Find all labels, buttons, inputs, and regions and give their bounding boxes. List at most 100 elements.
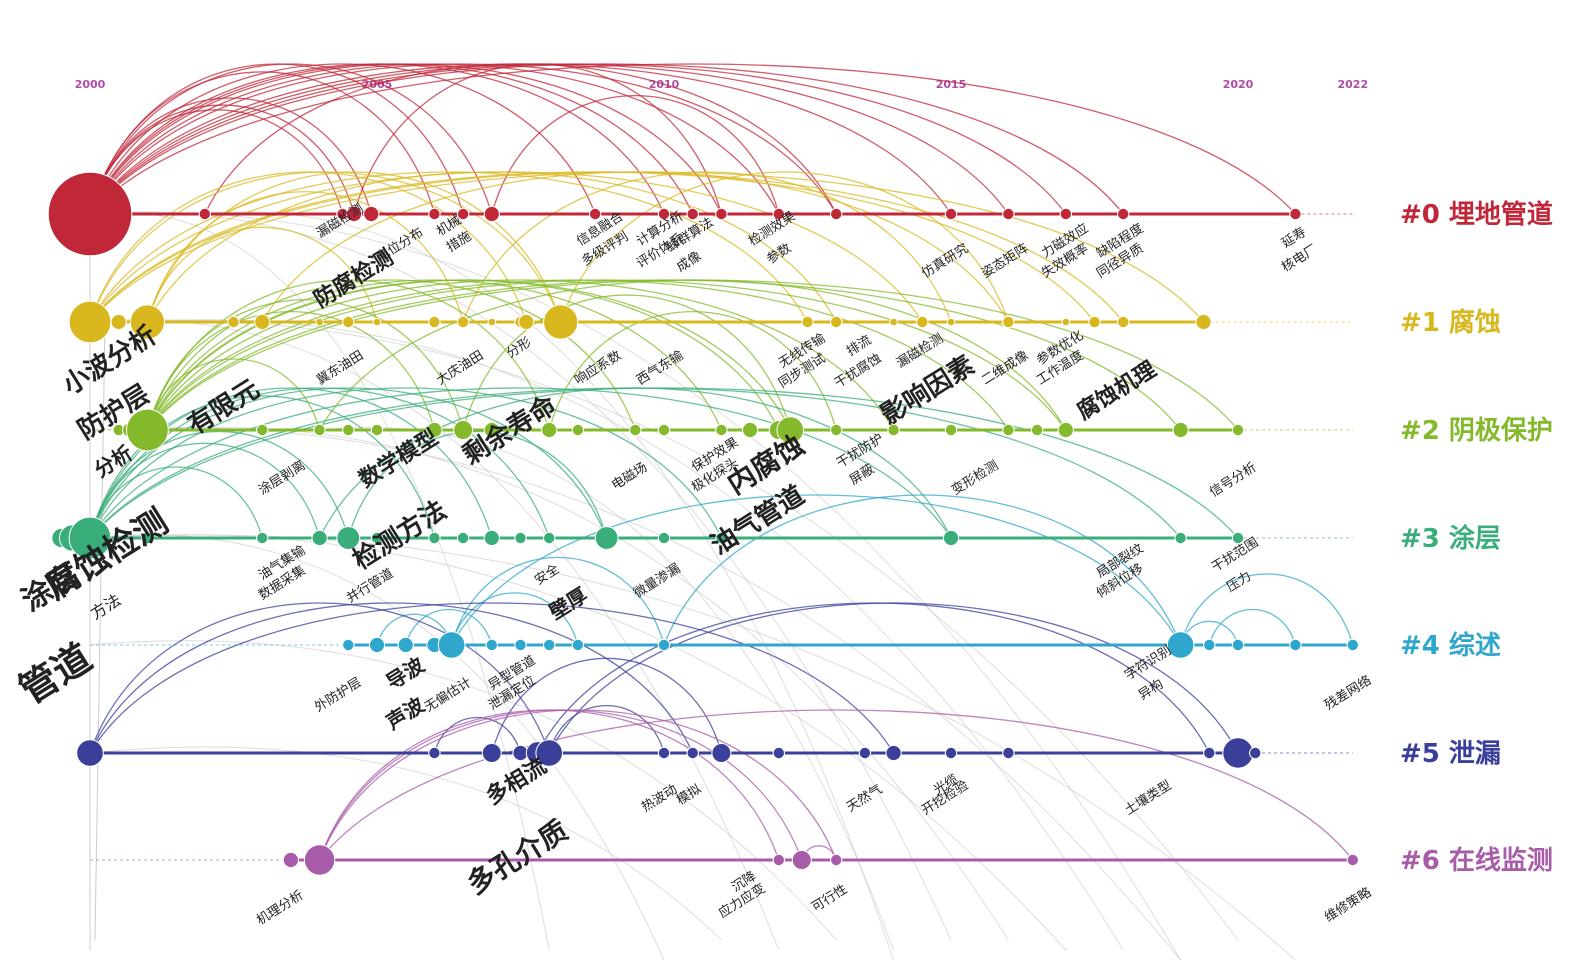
keyword-node (772, 207, 785, 221)
keyword-node (946, 317, 956, 327)
keyword-node (657, 638, 671, 652)
keyword-node (657, 423, 671, 437)
cluster-link-arc (450, 592, 579, 646)
keyword-node (1231, 638, 1245, 652)
cluster-link-arc (89, 387, 952, 539)
cluster-link-arc (663, 494, 1182, 646)
cluster-label: #6 在线监测 (1400, 846, 1553, 876)
keyword-node (571, 638, 585, 652)
cluster-link-arc (89, 63, 1296, 215)
cluster-link-arc (89, 63, 665, 215)
keyword-node (1002, 315, 1015, 329)
cluster-link-arc (548, 705, 665, 754)
keyword-node (372, 317, 382, 327)
keyword-node (742, 421, 759, 439)
keyword-label: 无偏估计 (422, 675, 474, 715)
keyword-node (944, 423, 958, 437)
keyword-node (942, 529, 960, 547)
keyword-node (541, 421, 558, 439)
keyword-node (363, 205, 380, 223)
cluster-link-arc (318, 709, 780, 861)
keyword-node (428, 531, 441, 545)
keyword-node (1172, 421, 1189, 439)
keyword-label: 可行性 (809, 882, 850, 915)
keyword-node (456, 207, 470, 221)
cluster-link-arc (146, 279, 895, 431)
keyword-node (629, 423, 642, 437)
keyword-node (437, 631, 466, 659)
year-tick-label: 2020 (1223, 78, 1254, 91)
keyword-node (397, 636, 414, 654)
keyword-node (428, 315, 441, 329)
keyword-label: 安全 (532, 561, 563, 588)
keyword-node (944, 207, 958, 221)
keyword-node (543, 304, 579, 340)
background-link (89, 319, 780, 951)
keyword-node (916, 315, 929, 329)
keyword-node (345, 205, 363, 223)
keyword-node (944, 746, 958, 760)
background-link (204, 211, 895, 961)
keyword-node (715, 207, 728, 221)
keyword-node (1117, 207, 1130, 221)
cluster-link-arc (491, 95, 780, 215)
keyword-label: 并行管道 (344, 566, 396, 606)
keyword-node (483, 529, 500, 547)
keyword-label: 微量渗漏 (631, 560, 684, 601)
keyword-node (368, 636, 386, 654)
cluster-label: #3 涂层 (1400, 523, 1501, 554)
keyword-node (830, 853, 843, 867)
keyword-node (830, 315, 843, 329)
keyword-label: 压力 (1224, 569, 1254, 596)
background-link (89, 211, 952, 941)
keyword-node (1231, 423, 1245, 437)
keyword-node (514, 638, 527, 652)
keyword-node (686, 207, 699, 221)
keyword-node (1057, 421, 1074, 439)
keyword-node (254, 313, 271, 331)
cluster-label: #0 埋地管道 (1400, 199, 1553, 230)
keyword-node (543, 638, 556, 652)
cluster-link-arc (146, 226, 378, 323)
cluster-label: #5 泄漏 (1400, 739, 1501, 769)
background-link (89, 319, 1239, 941)
cluster-link-arc (548, 311, 837, 431)
keyword-node (453, 420, 474, 440)
cluster-link-arc (146, 279, 1009, 431)
cluster-link-arc (204, 63, 837, 215)
keyword-label: 变形检测 (949, 457, 1002, 498)
keyword-node (303, 844, 336, 876)
keyword-node (428, 207, 441, 221)
cluster-link-arc (462, 294, 791, 431)
keyword-node (311, 529, 328, 547)
keyword-node (1203, 746, 1216, 760)
cluster-link-arc (319, 709, 1354, 861)
keyword-node (1002, 746, 1015, 760)
keyword-node (256, 423, 269, 437)
cluster-link-arc (353, 63, 723, 215)
keyword-label: 天然气 (844, 781, 886, 815)
cluster-link-arc (146, 279, 780, 431)
year-tick-label: 2000 (75, 78, 106, 91)
keyword-node (657, 207, 671, 221)
background-link (89, 640, 837, 941)
cluster-link-arc (450, 556, 665, 646)
keyword-node (342, 423, 355, 437)
cluster-link-arc (89, 466, 263, 539)
cluster-label: #1 腐蚀 (1400, 308, 1501, 338)
keyword-node (76, 739, 104, 767)
keyword-node (711, 743, 732, 763)
background-link (94, 321, 106, 941)
keyword-node (1166, 631, 1195, 659)
cluster-link-arc (319, 387, 952, 539)
keyword-node (483, 421, 500, 439)
cluster-link-arc (146, 299, 464, 431)
keyword-node (47, 171, 133, 257)
keyword-label: 成像 (674, 249, 704, 276)
keyword-node (1231, 531, 1245, 545)
cluster-link-arc (146, 171, 562, 323)
keyword-node (428, 746, 441, 760)
keyword-node (282, 851, 299, 869)
keyword-node (571, 423, 585, 437)
